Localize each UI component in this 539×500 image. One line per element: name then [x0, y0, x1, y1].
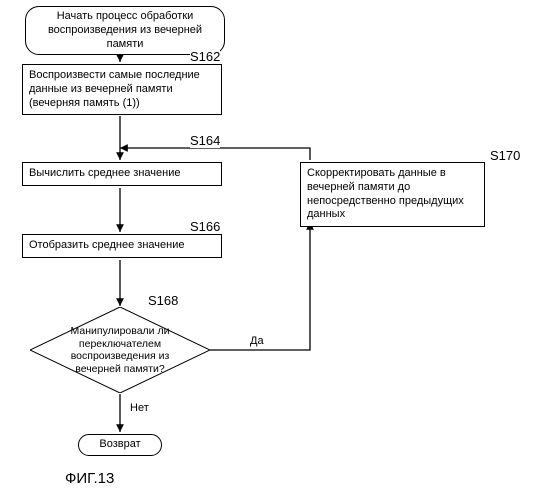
node-start-text: Начать процесс обработки воспроизведения… [48, 10, 202, 50]
node-s164-text: Вычислить среднее значение [29, 167, 180, 179]
figure-caption: ФИГ.13 [65, 470, 114, 487]
node-s162-text: Воспроизвести самые последние данные из … [29, 69, 200, 109]
node-s166: Отобразить среднее значение [22, 234, 222, 258]
label-s164: S164 [190, 133, 220, 148]
edge-yes: Да [250, 335, 264, 347]
node-s168: Манипулировали ли переключателем воспрои… [30, 307, 210, 393]
label-s162: S162 [190, 49, 220, 64]
node-s166-text: Отобразить среднее значение [29, 239, 184, 251]
node-s168-text: Манипулировали ли переключателем воспрои… [71, 325, 170, 375]
node-s170: Скорректировать данные в вечерней памяти… [300, 162, 485, 227]
node-return-text: Возврат [99, 438, 140, 450]
label-s168: S168 [148, 293, 178, 308]
edge-no: Нет [130, 402, 149, 414]
label-s166: S166 [190, 219, 220, 234]
node-s162: Воспроизвести самые последние данные из … [22, 64, 222, 115]
label-s170: S170 [490, 148, 520, 163]
node-s170-text: Скорректировать данные в вечерней памяти… [307, 167, 464, 220]
node-return: Возврат [78, 434, 162, 456]
node-start: Начать процесс обработки воспроизведения… [25, 6, 225, 55]
node-s164: Вычислить среднее значение [22, 162, 222, 186]
